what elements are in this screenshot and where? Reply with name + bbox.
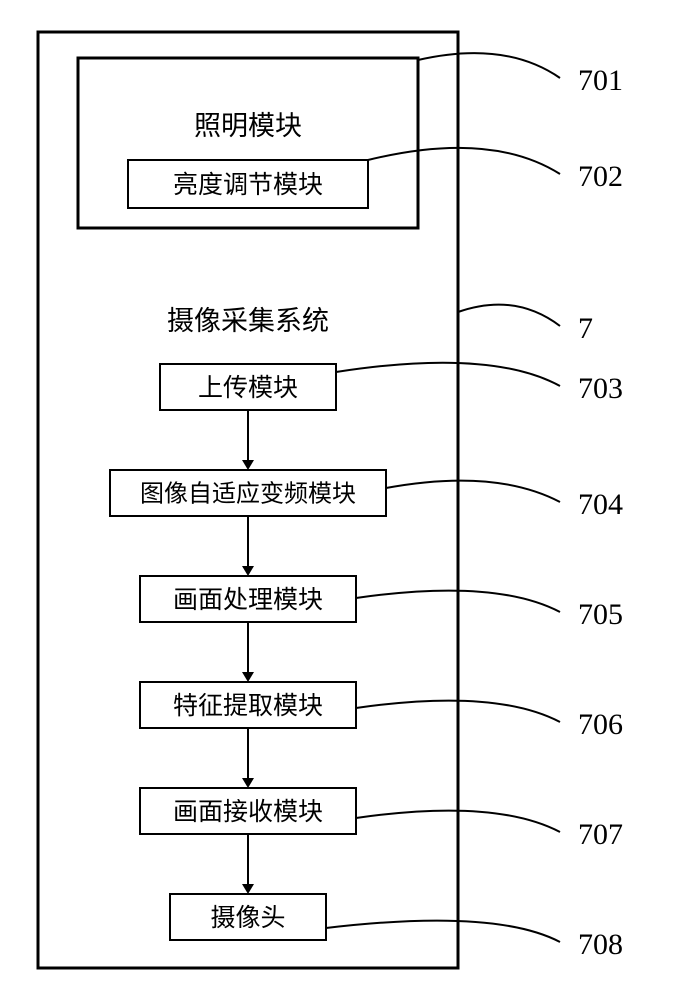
flow-box-upload-label: 上传模块 bbox=[198, 374, 298, 402]
flow-box-adaptive-label: 图像自适应变频模块 bbox=[140, 480, 356, 507]
system-title-text: 摄像采集系统 bbox=[167, 306, 329, 336]
arrow-3-head bbox=[242, 778, 254, 788]
arrow-0-head bbox=[242, 460, 254, 470]
callout-num-706: 706 bbox=[578, 708, 623, 741]
callout-num-7: 7 bbox=[578, 312, 593, 345]
callout-line-704 bbox=[386, 481, 560, 502]
arrow-2-head bbox=[242, 672, 254, 682]
callout-num-707: 707 bbox=[578, 818, 623, 851]
callout-num-704: 704 bbox=[578, 488, 623, 521]
flow-box-feature-label: 特征提取模块 bbox=[173, 692, 323, 720]
callout-num-702: 702 bbox=[578, 160, 623, 193]
callout-line-703 bbox=[336, 363, 560, 386]
diagram-root: 照明模块亮度调节模块 摄像采集系统 上传模块图像自适应变频模块画面处理模块特征提… bbox=[0, 0, 679, 1000]
callout-line-708 bbox=[326, 921, 560, 942]
callout-num-708: 708 bbox=[578, 928, 623, 961]
lighting-module-label: 照明模块 bbox=[194, 111, 302, 141]
flow-box-receive-label: 画面接收模块 bbox=[173, 798, 323, 826]
flow-box-process-label: 画面处理模块 bbox=[173, 586, 323, 614]
flow-box-camera-label: 摄像头 bbox=[210, 904, 285, 932]
callout-num-705: 705 bbox=[578, 598, 623, 631]
callout-num-703: 703 bbox=[578, 372, 623, 405]
arrow-4-head bbox=[242, 884, 254, 894]
system-title: 摄像采集系统 bbox=[167, 306, 329, 336]
callout-line-702 bbox=[368, 148, 560, 174]
callout-num-701: 701 bbox=[578, 64, 623, 97]
callout-line-701 bbox=[418, 53, 560, 78]
callout-line-7 bbox=[458, 305, 560, 326]
brightness-module-label: 亮度调节模块 bbox=[173, 171, 323, 199]
arrow-1-head bbox=[242, 566, 254, 576]
callouts: 701 702 7 703 704 705 706 707 708 bbox=[326, 53, 623, 961]
lighting-group: 照明模块亮度调节模块 bbox=[78, 58, 418, 228]
